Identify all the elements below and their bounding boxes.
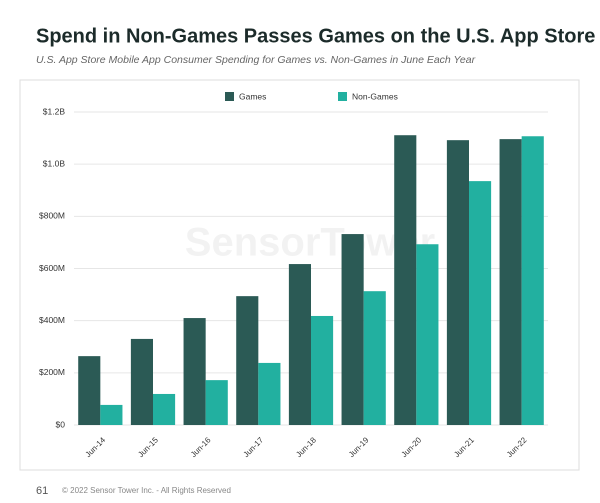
x-tick-label: Jun-15 xyxy=(136,435,160,459)
legend-label: Non-Games xyxy=(352,91,398,101)
bar xyxy=(363,291,386,425)
bar xyxy=(130,338,153,425)
x-tick-label: Jun-22 xyxy=(505,435,529,459)
x-tick-label: Jun-21 xyxy=(452,435,476,459)
legend-label: Games xyxy=(239,91,266,101)
chart-frame xyxy=(19,79,580,471)
bar xyxy=(288,264,311,425)
x-tick-label: Jun-20 xyxy=(400,435,424,459)
bar xyxy=(499,139,522,426)
bar xyxy=(205,380,228,425)
bar xyxy=(183,318,206,425)
legend-swatch xyxy=(225,92,234,101)
x-tick-label: Jun-16 xyxy=(189,435,213,459)
bar xyxy=(100,404,123,425)
x-tick-label: Jun-17 xyxy=(242,435,266,459)
y-tick-label: $600M xyxy=(39,263,65,273)
copyright: © 2022 Sensor Tower Inc. - All Rights Re… xyxy=(62,486,231,495)
x-tick-label: Jun-19 xyxy=(347,435,371,459)
bar xyxy=(78,356,101,425)
y-tick-label: $400M xyxy=(39,315,65,325)
page-number: 61 xyxy=(36,485,48,497)
watermark: SensorTower xyxy=(185,221,435,265)
bar xyxy=(236,296,259,425)
y-tick-label: $200M xyxy=(39,367,65,377)
y-tick-label: $1.0B xyxy=(43,158,66,168)
bar xyxy=(469,181,492,425)
bar xyxy=(446,140,469,426)
bar xyxy=(521,136,544,425)
x-tick-label: Jun-14 xyxy=(84,435,108,459)
y-tick-label: $800M xyxy=(39,211,65,221)
chart-title: Spend in Non-Games Passes Games on the U… xyxy=(36,25,595,47)
bar xyxy=(258,362,281,425)
legend-swatch xyxy=(338,92,347,101)
bar xyxy=(341,234,364,425)
bar xyxy=(394,135,417,425)
chart-subtitle: U.S. App Store Mobile App Consumer Spend… xyxy=(36,54,476,66)
bar xyxy=(416,244,439,425)
x-tick-label: Jun-18 xyxy=(294,435,318,459)
y-tick-label: $0 xyxy=(56,419,66,429)
bar xyxy=(311,315,334,425)
y-tick-label: $1.2B xyxy=(43,106,66,116)
bar xyxy=(153,393,176,425)
